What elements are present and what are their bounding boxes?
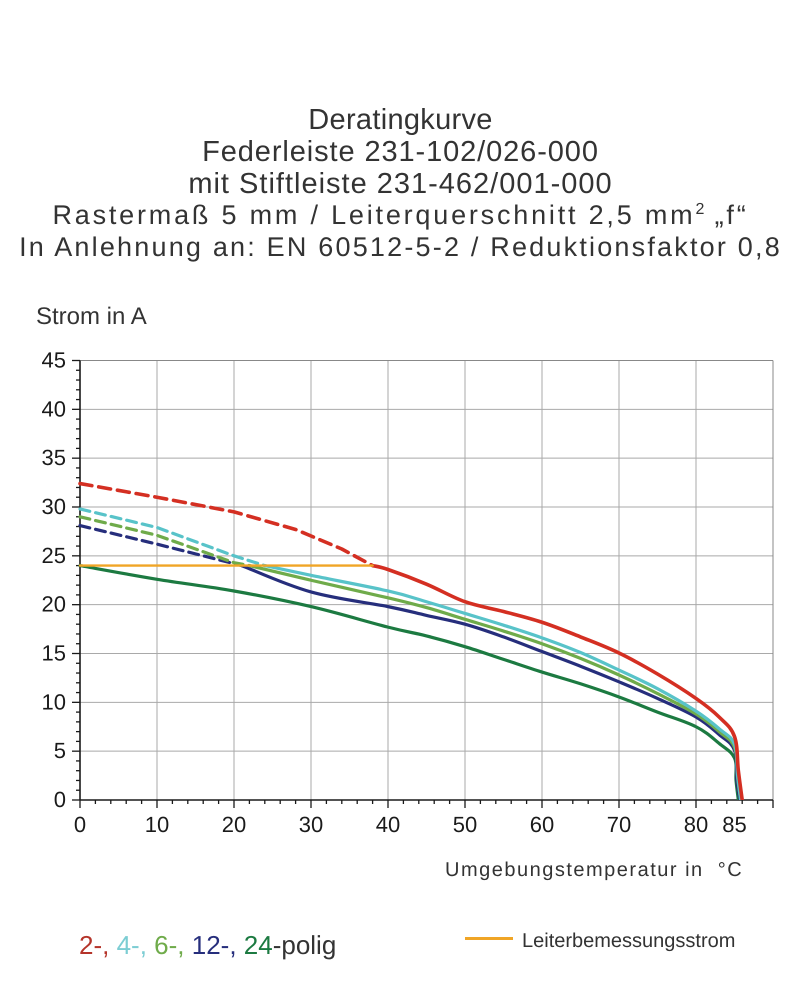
svg-text:60: 60 bbox=[530, 812, 554, 837]
svg-text:0: 0 bbox=[74, 812, 86, 837]
svg-text:20: 20 bbox=[222, 812, 246, 837]
svg-text:40: 40 bbox=[42, 396, 66, 421]
svg-text:25: 25 bbox=[42, 543, 66, 568]
svg-text:70: 70 bbox=[607, 812, 631, 837]
svg-text:40: 40 bbox=[376, 812, 400, 837]
svg-text:30: 30 bbox=[299, 812, 323, 837]
svg-text:15: 15 bbox=[42, 641, 66, 666]
svg-text:45: 45 bbox=[42, 348, 66, 373]
svg-text:20: 20 bbox=[42, 592, 66, 617]
svg-text:80: 80 bbox=[684, 812, 708, 837]
svg-text:0: 0 bbox=[54, 787, 66, 812]
svg-text:10: 10 bbox=[145, 812, 169, 837]
svg-text:10: 10 bbox=[42, 689, 66, 714]
svg-text:85: 85 bbox=[722, 812, 746, 837]
svg-text:30: 30 bbox=[42, 494, 66, 519]
svg-text:50: 50 bbox=[453, 812, 477, 837]
svg-text:5: 5 bbox=[54, 738, 66, 763]
svg-text:35: 35 bbox=[42, 445, 66, 470]
